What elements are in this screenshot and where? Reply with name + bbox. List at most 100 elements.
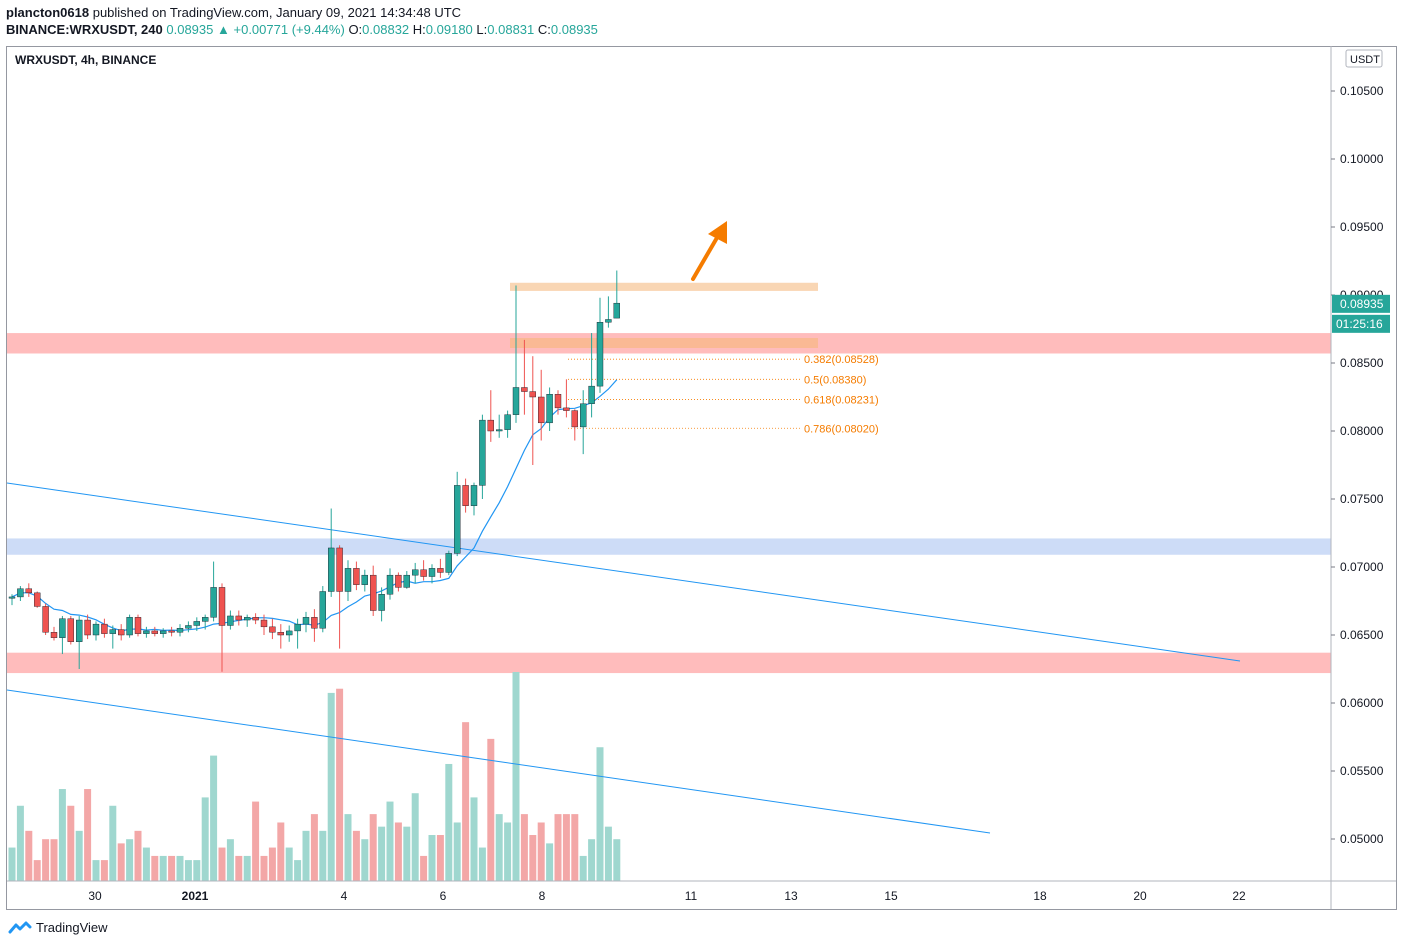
candle-body[interactable] (126, 617, 133, 636)
candle-body[interactable] (143, 630, 150, 634)
candle-body[interactable] (294, 623, 301, 632)
candle-body[interactable] (462, 485, 469, 506)
candle-body[interactable] (605, 319, 612, 323)
candle-body[interactable] (487, 419, 494, 432)
candle-body[interactable] (504, 414, 511, 430)
candle-body[interactable] (378, 594, 385, 611)
high-label: H: (412, 22, 426, 37)
candle-body[interactable] (59, 618, 66, 638)
volume-bar (445, 763, 453, 881)
candle-body[interactable] (437, 568, 444, 573)
volume-bar (411, 793, 419, 881)
volume-bar (134, 830, 142, 881)
candle-body[interactable] (395, 574, 402, 588)
candle-body[interactable] (17, 588, 24, 598)
candle-body[interactable] (235, 615, 243, 621)
candle-body[interactable] (210, 587, 217, 618)
candle-body[interactable] (8, 596, 16, 599)
candle-body[interactable] (227, 615, 234, 626)
chart-frame[interactable] (6, 46, 1397, 910)
candle-body[interactable] (101, 623, 108, 634)
candle-body[interactable] (319, 591, 326, 629)
candle-body[interactable] (50, 632, 58, 638)
candle-body[interactable] (521, 387, 528, 392)
candle-body[interactable] (454, 485, 461, 554)
candle-body[interactable] (260, 619, 268, 628)
candle-body[interactable] (386, 574, 394, 595)
candle-body[interactable] (403, 574, 410, 588)
time-tick-label: 11 (685, 889, 698, 903)
candle-body[interactable] (286, 630, 293, 636)
candle-body[interactable] (67, 618, 75, 642)
candle-body[interactable] (201, 617, 209, 622)
candle-body[interactable] (134, 617, 142, 634)
candle-body[interactable] (353, 568, 360, 585)
candle-body[interactable] (571, 410, 578, 428)
candle-body[interactable] (479, 419, 486, 486)
candle-body[interactable] (336, 547, 343, 592)
candle-body[interactable] (92, 623, 100, 636)
candle-body[interactable] (420, 569, 427, 577)
candle-body[interactable] (361, 574, 368, 585)
candle-body[interactable] (344, 568, 352, 592)
volume-bar (201, 797, 209, 881)
candle-body[interactable] (42, 606, 49, 633)
candle-body[interactable] (185, 625, 192, 629)
candle-body[interactable] (151, 630, 159, 634)
candle-body[interactable] (302, 617, 310, 625)
currency-box[interactable] (1345, 49, 1383, 68)
candle-body[interactable] (218, 587, 226, 626)
candle-body[interactable] (84, 619, 91, 636)
candle-body[interactable] (252, 617, 259, 621)
candle-body[interactable] (75, 619, 83, 642)
volume-bar (495, 814, 503, 881)
trendline-lower (6, 689, 991, 834)
moving-average-line (11, 379, 618, 632)
volume-bar (235, 855, 243, 881)
candle-body[interactable] (243, 617, 251, 621)
candle-body[interactable] (193, 621, 201, 626)
candle-body[interactable] (412, 569, 419, 576)
candle-body[interactable] (596, 322, 604, 387)
candle-body[interactable] (580, 403, 587, 428)
candle-body[interactable] (445, 553, 452, 573)
candle-body[interactable] (538, 396, 545, 424)
volume-bar (403, 826, 411, 881)
candle-body[interactable] (277, 632, 284, 636)
candle-body[interactable] (496, 429, 503, 432)
candle-body[interactable] (546, 394, 553, 424)
price-tick-label: 0.05000 (1340, 832, 1384, 846)
candle-body[interactable] (159, 630, 167, 634)
candle-body[interactable] (109, 629, 117, 634)
candle-body[interactable] (176, 628, 184, 633)
candle-body[interactable] (470, 485, 478, 506)
low-value: 0.08831 (487, 22, 535, 37)
volume-bar (394, 822, 402, 881)
author-name[interactable]: plancton0618 (6, 5, 90, 20)
candle-body[interactable] (554, 394, 562, 409)
volume-bar (50, 839, 58, 881)
candle-body[interactable] (269, 626, 276, 633)
candle-body[interactable] (117, 629, 125, 636)
currency-label: USDT (1350, 54, 1380, 66)
price-tick-label: 0.07500 (1340, 492, 1384, 506)
volume-bar (109, 805, 117, 881)
candle-body[interactable] (168, 630, 175, 633)
candle-body[interactable] (34, 592, 41, 607)
candle-body[interactable] (25, 588, 32, 594)
candle-body[interactable] (370, 574, 377, 611)
candle-body[interactable] (311, 617, 318, 629)
candle-body[interactable] (428, 568, 436, 577)
candle-body[interactable] (613, 302, 620, 319)
footer: TradingView (8, 920, 108, 935)
candle-body[interactable] (563, 407, 570, 411)
candle-body[interactable] (328, 547, 335, 592)
volume-bar (344, 814, 352, 881)
candle-body[interactable] (529, 391, 536, 398)
volume-bar (210, 755, 218, 881)
volume-bar (33, 860, 41, 881)
candle-body[interactable] (512, 387, 520, 415)
zone-support-2 (7, 538, 1331, 555)
candle-body[interactable] (588, 385, 595, 404)
